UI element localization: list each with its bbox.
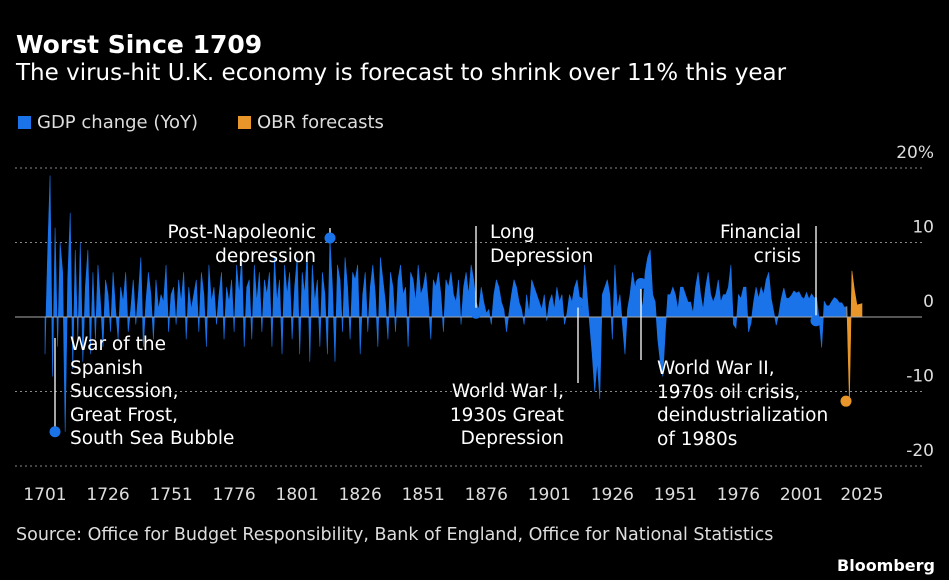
annotation-wwii: World War II, 1970s oil crisis, deindust… bbox=[657, 357, 828, 451]
annotation-long-depression: Long Depression bbox=[490, 221, 593, 268]
annotation-line: Succession, bbox=[70, 381, 179, 402]
y-tick-label: 10 bbox=[912, 218, 934, 238]
annotation-line: crisis bbox=[753, 245, 801, 267]
x-tick-label: 1801 bbox=[276, 485, 319, 505]
legend-swatch-orange bbox=[238, 116, 251, 129]
legend-item-obr: OBR forecasts bbox=[238, 112, 384, 133]
annotation-line: World War II, bbox=[657, 358, 775, 379]
obr-forecast-area bbox=[846, 270, 863, 402]
annotation-marker bbox=[635, 277, 647, 289]
annotation-line: South Sea Bubble bbox=[70, 428, 235, 449]
annotation-line: 1930s Great bbox=[449, 404, 564, 426]
x-tick-label: 1776 bbox=[212, 485, 255, 505]
y-tick-label: 20% bbox=[896, 143, 934, 163]
x-tick-label: 2025 bbox=[840, 485, 883, 505]
annotation-marker bbox=[840, 395, 852, 407]
annotation-line: deindustrialization bbox=[657, 405, 829, 426]
annotation-line: Spanish bbox=[70, 357, 144, 379]
gdp-change-area bbox=[44, 175, 848, 432]
annotation-wwi: World War I, 1930s Great Depression bbox=[450, 380, 564, 451]
x-tick-label: 1726 bbox=[86, 485, 129, 505]
annotation-marker bbox=[470, 307, 482, 319]
x-tick-label: 1901 bbox=[528, 485, 571, 505]
legend-label: GDP change (YoY) bbox=[37, 112, 199, 133]
annotation-line: Great Frost, bbox=[70, 404, 178, 426]
annotation-marker bbox=[324, 232, 336, 244]
annotation-line: War of the bbox=[70, 334, 167, 355]
annotation-line: depression bbox=[215, 245, 316, 267]
chart-title: Worst Since 1709 bbox=[16, 30, 263, 59]
annotation-spanish-succession: War of the Spanish Succession, Great Fro… bbox=[70, 333, 234, 451]
chart-subtitle: The virus-hit U.K. economy is forecast t… bbox=[16, 60, 787, 86]
source-note: Source: Office for Budget Responsibility… bbox=[16, 525, 774, 545]
x-tick-label: 1751 bbox=[149, 485, 192, 505]
annotation-line: Financial bbox=[719, 222, 801, 243]
annotation-line: Depression bbox=[490, 245, 594, 267]
annotation-marker bbox=[572, 296, 584, 308]
annotation-marker bbox=[810, 315, 822, 327]
annotation-line: 1970s oil crisis, bbox=[657, 381, 801, 403]
x-tick-label: 1951 bbox=[654, 485, 697, 505]
annotation-line: of 1980s bbox=[657, 428, 738, 450]
y-tick-label: 0 bbox=[923, 292, 934, 312]
x-tick-label: 1701 bbox=[23, 485, 66, 505]
legend-label: OBR forecasts bbox=[257, 112, 384, 133]
annotation-line: World War I, bbox=[451, 381, 564, 402]
legend-swatch-blue bbox=[18, 116, 31, 129]
bloomberg-logo: Bloomberg bbox=[837, 556, 935, 575]
y-tick-label: -10 bbox=[906, 367, 934, 387]
annotation-marker bbox=[49, 426, 61, 438]
annotation-line: Post-Napoleonic bbox=[167, 222, 317, 243]
chart-plot: 20% 10 0 -10 -20 1701 1726 1751 1776 1801 1826 1851… bbox=[15, 143, 934, 505]
x-tick-label: 1851 bbox=[402, 485, 445, 505]
annotation-financial-crisis: Financial crisis bbox=[720, 221, 801, 268]
annotation-post-napoleonic: Post-Napoleonic depression bbox=[168, 221, 317, 268]
x-tick-label: 2001 bbox=[780, 485, 823, 505]
legend-item-gdp: GDP change (YoY) bbox=[18, 112, 198, 133]
x-tick-label: 1826 bbox=[339, 485, 382, 505]
x-tick-label: 1876 bbox=[465, 485, 508, 505]
annotation-line: Depression bbox=[460, 428, 564, 449]
x-tick-label: 1976 bbox=[717, 485, 760, 505]
annotation-line: Long bbox=[490, 222, 535, 243]
x-tick-label: 1926 bbox=[591, 485, 634, 505]
y-tick-label: -20 bbox=[906, 441, 934, 461]
